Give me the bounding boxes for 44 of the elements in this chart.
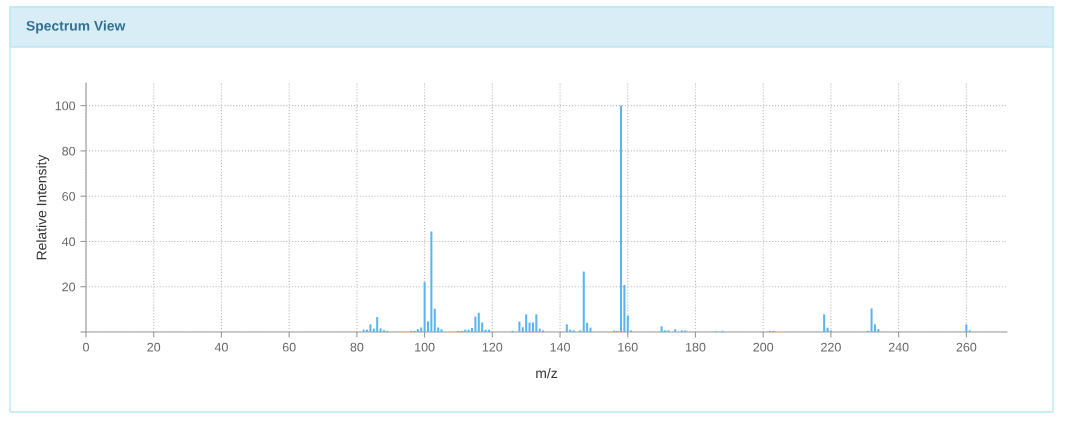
chart-title: Spectrum View [26, 20, 126, 34]
x-axis-title: m/z [536, 367, 557, 379]
bar [477, 312, 480, 332]
bar [965, 324, 968, 332]
bar [870, 308, 873, 332]
bar [626, 315, 629, 332]
bar [423, 282, 426, 332]
x-tick-label: 80 [350, 342, 364, 352]
x-tick-label: 40 [214, 342, 228, 352]
x-tick-label: 60 [282, 342, 296, 352]
bar [674, 329, 677, 332]
x-tick-label: 100 [415, 342, 435, 352]
x-tick-label: 160 [618, 342, 638, 352]
bar [369, 324, 372, 332]
y-tick-label: 20 [62, 282, 76, 292]
bar [582, 271, 585, 332]
x-tick-label: 120 [482, 342, 503, 352]
bar [619, 105, 623, 332]
y-axis-title: Relative Intensity [36, 154, 50, 260]
bar [518, 321, 521, 332]
bar [440, 329, 443, 332]
x-tick-label: 20 [147, 342, 161, 352]
x-tick-label: 200 [753, 342, 774, 352]
x-tick-label: 220 [821, 342, 841, 352]
bar [474, 316, 477, 332]
y-tick-label: 100 [55, 101, 76, 111]
y-tick-label: 40 [61, 237, 76, 247]
bar [420, 327, 423, 332]
x-tick-label: 140 [550, 342, 570, 352]
bar [525, 314, 528, 332]
bar [565, 324, 568, 332]
bar [535, 314, 538, 332]
y-tick-label: 60 [62, 191, 76, 201]
bar [660, 326, 663, 332]
bar [823, 314, 826, 332]
x-tick-label: 240 [888, 342, 909, 352]
bar [528, 322, 531, 332]
bar [433, 308, 436, 332]
bar [376, 317, 379, 332]
x-tick-label: 180 [686, 342, 706, 352]
x-tick-label: 0 [83, 342, 89, 352]
bar [430, 231, 433, 332]
y-tick-label: 80 [62, 146, 76, 156]
x-tick-label: 260 [956, 342, 977, 352]
